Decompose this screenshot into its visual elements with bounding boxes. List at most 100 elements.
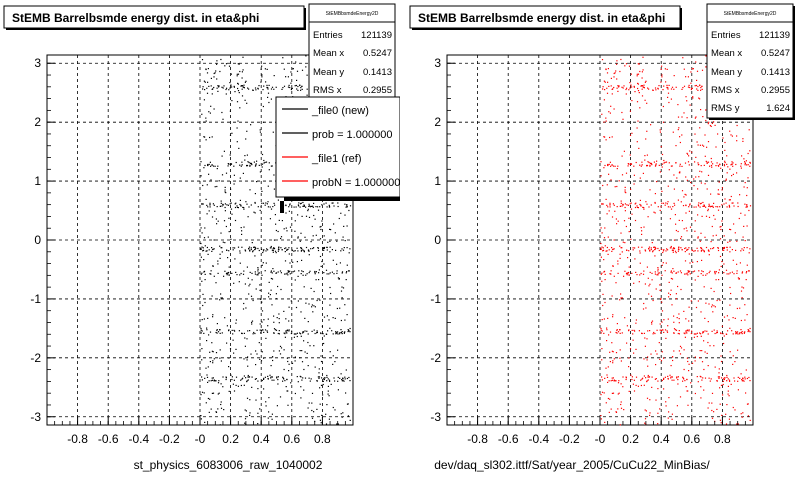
scatter-point (288, 247, 290, 249)
scatter-point (734, 361, 736, 363)
scatter-point (314, 366, 316, 368)
scatter-point (700, 182, 702, 184)
scatter-point (600, 161, 602, 163)
scatter-point (667, 206, 669, 208)
scatter-point (707, 174, 710, 176)
scatter-point (707, 341, 709, 344)
scatter-point (689, 226, 692, 228)
scatter-point (718, 269, 720, 271)
scatter-point (318, 279, 320, 281)
scatter-point (252, 89, 254, 91)
scatter-point (308, 303, 310, 305)
scatter-point (727, 166, 729, 168)
scatter-point (716, 330, 718, 332)
scatter-point (228, 390, 230, 392)
scatter-point (249, 414, 251, 416)
scatter-point (212, 165, 215, 167)
scatter-point (609, 398, 611, 400)
scatter-point (294, 392, 296, 395)
scatter-point (257, 267, 259, 269)
scatter-point (261, 166, 263, 168)
scatter-point (305, 274, 307, 276)
scatter-point (217, 263, 219, 265)
scatter-point (746, 247, 748, 249)
scatter-point (257, 247, 259, 250)
scatter-point (299, 203, 302, 205)
scatter-point (657, 274, 659, 276)
scatter-point (320, 265, 322, 267)
scatter-point (346, 264, 348, 266)
scatter-point (635, 161, 637, 164)
scatter-point (712, 247, 714, 250)
scatter-point (260, 146, 262, 148)
scatter-point (719, 255, 722, 258)
scatter-point (685, 386, 687, 388)
scatter-point (725, 269, 728, 271)
scatter-point (262, 202, 265, 204)
scatter-point (334, 409, 336, 411)
scatter-point (242, 273, 245, 275)
scatter-point (332, 202, 334, 204)
scatter-point (641, 161, 643, 163)
scatter-point (321, 260, 323, 263)
scatter-point (667, 249, 669, 251)
scatter-point (648, 206, 650, 208)
scatter-point (613, 358, 615, 360)
scatter-point (311, 304, 313, 306)
scatter-point (717, 249, 720, 252)
scatter-point (220, 360, 222, 362)
scatter-point (200, 227, 202, 229)
scatter-point (603, 167, 605, 169)
scatter-point (207, 164, 209, 166)
scatter-point (729, 304, 731, 306)
scatter-point (718, 368, 720, 370)
scatter-point (267, 87, 269, 89)
scatter-point (205, 68, 207, 70)
scatter-point (703, 286, 705, 288)
scatter-point (700, 249, 703, 251)
scatter-point (254, 202, 256, 204)
scatter-point (647, 87, 649, 89)
scatter-point (340, 319, 342, 322)
scatter-point (206, 184, 208, 186)
scatter-point (296, 247, 298, 249)
scatter-point (677, 285, 679, 288)
scatter-point (607, 206, 609, 208)
scatter-point (707, 249, 710, 251)
scatter-point (709, 380, 711, 382)
scatter-point (695, 156, 697, 158)
scatter-point (605, 402, 607, 404)
scatter-point (701, 350, 703, 352)
scatter-point (620, 202, 622, 204)
scatter-point (300, 87, 302, 89)
scatter-point (638, 147, 640, 149)
scatter-point (637, 73, 640, 75)
scatter-point (257, 380, 259, 382)
scatter-point (284, 251, 286, 253)
scatter-point (267, 201, 269, 203)
scatter-point (744, 331, 746, 333)
scatter-point (654, 165, 657, 167)
scatter-point (272, 359, 274, 362)
scatter-point (677, 250, 679, 252)
scatter-point (323, 246, 326, 249)
scatter-point (639, 107, 641, 109)
scatter-point (671, 249, 673, 251)
scatter-point (303, 368, 305, 371)
scatter-point (242, 86, 244, 88)
x-tick-label: 0.2 (622, 432, 639, 446)
scatter-point (612, 362, 614, 364)
scatter-point (233, 282, 235, 284)
scatter-point (230, 188, 232, 190)
scatter-point (225, 172, 228, 174)
scatter-point (640, 379, 642, 381)
scatter-point (327, 330, 329, 332)
scatter-point (207, 397, 209, 400)
scatter-point (209, 204, 211, 206)
scatter-point (723, 203, 725, 205)
scatter-point (220, 200, 222, 202)
scatter-point (302, 271, 304, 273)
scatter-point (727, 390, 729, 392)
x-tick-label: 0.6 (283, 432, 300, 446)
scatter-point (744, 378, 746, 380)
